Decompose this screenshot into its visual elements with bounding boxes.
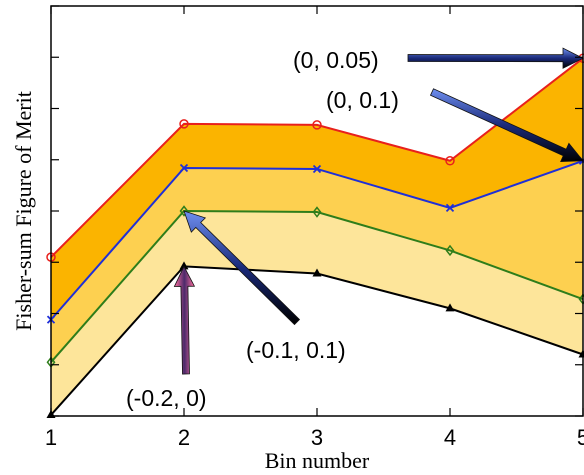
annotation-label-0-005: (0, 0.05) [293,47,379,73]
marker-s0-p1 [179,119,189,129]
annotation-label-0-01: (0, 0.1) [326,87,399,113]
x-tick-label-3: 4 [444,425,456,450]
annotation-label-m01-01: (-0.1, 0.1) [246,337,346,363]
marker-s1-p3 [445,203,455,213]
x-tick-label-1: 2 [178,425,190,450]
band-fill-1 [51,160,583,363]
series-line-2 [50,209,584,363]
annotation-labels: (0, 0.05) (0, 0.1) (-0.1, 0.1) (-0.2, 0) [126,47,399,411]
annotation-arrows [173,47,584,375]
axis-ticks [50,5,584,417]
x-tick-label-4: 5 [577,425,584,450]
annotation-arrow-1 [429,88,584,163]
marker-s3-p3 [445,303,455,312]
annotation-arrow-0 [407,47,584,69]
annotation-arrow-3 [173,265,196,375]
band-fill-0 [51,58,583,320]
x-axis-title: Bin number [265,448,370,473]
annotation-label-m02-0: (-0.2, 0) [126,385,207,411]
annotation-arrow-2 [183,210,301,326]
marker-s1-p1 [179,163,189,173]
marker-s2-p1 [179,205,189,217]
marker-s2-p3 [445,244,455,257]
marker-s3-p1 [179,261,189,270]
y-axis-title: Fisher-sum Figure of Merit [11,91,36,331]
marker-s3-p2 [312,268,322,277]
x-tick-labels: 1 2 3 4 5 [45,425,584,450]
marker-s2-p2 [312,206,322,218]
x-tick-label-2: 3 [311,425,323,450]
marker-s0-p2 [312,120,322,130]
marker-s1-p2 [312,164,322,174]
x-tick-label-0: 1 [45,425,57,450]
marker-s0-p3 [445,156,455,166]
series-line-0 [50,57,584,258]
